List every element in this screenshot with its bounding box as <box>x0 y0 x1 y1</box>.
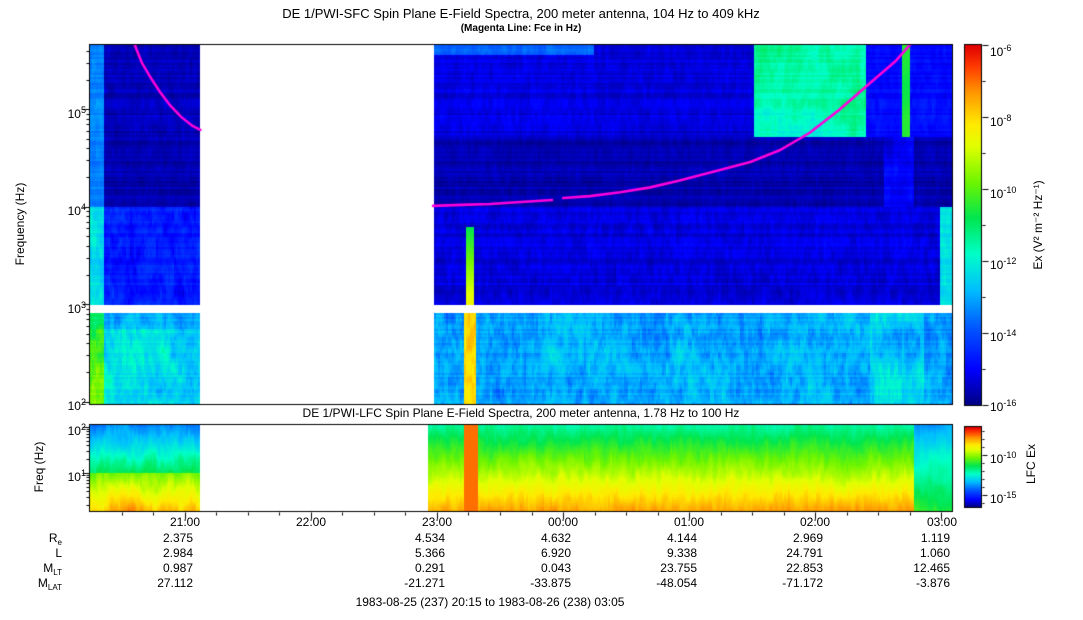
cb1-tick-1e-12: 10-12 <box>990 256 1017 272</box>
cb1-tick-1e-14: 10-14 <box>990 328 1017 344</box>
time-range-footer: 1983-08-25 (237) 20:15 to 1983-08-26 (23… <box>355 595 625 609</box>
sfc-ytick-1e4: 104 <box>67 202 86 218</box>
cb1-tick-1e-8: 10-8 <box>990 113 1012 129</box>
xtick-0300: 03:00 <box>926 515 958 529</box>
xtick-0000: 00:00 <box>547 515 579 529</box>
eph-value: 0.043 <box>540 561 571 575</box>
lfc-ytick-1e2: 102 <box>67 422 86 438</box>
eph-value: 4.534 <box>414 531 445 545</box>
cb2-axis-label: LFC Ex <box>1024 444 1038 485</box>
xtick-2100: 21:00 <box>169 515 201 529</box>
xtick-2300: 23:00 <box>421 515 453 529</box>
sfc-plot-area <box>90 45 952 404</box>
eph-value: 1.060 <box>919 546 950 560</box>
eph-value: 4.632 <box>540 531 571 545</box>
eph-value: 0.291 <box>414 561 445 575</box>
cb1-tick-1e-16: 10-16 <box>990 398 1017 414</box>
eph-row-label-l: L <box>55 546 62 560</box>
eph-value: -33.875 <box>530 576 571 590</box>
eph-value: 23.755 <box>660 561 697 575</box>
sfc-ytick-1e3: 103 <box>67 300 86 316</box>
eph-value: 0.987 <box>162 561 193 575</box>
eph-value: 4.144 <box>666 531 697 545</box>
lfc-yaxis-label: Freq (Hz) <box>32 441 46 493</box>
cb2-tick-1e-15: 10-15 <box>990 490 1017 506</box>
xtick-0100: 01:00 <box>673 515 705 529</box>
eph-value: 2.969 <box>792 531 823 545</box>
sfc-yaxis-label: Frequency (Hz) <box>13 182 27 266</box>
sfc-title: DE 1/PWI-SFC Spin Plane E-Field Spectra,… <box>282 6 760 21</box>
cb1-tick-1e-10: 10-10 <box>990 185 1017 201</box>
eph-value: -48.054 <box>656 576 697 590</box>
cb1-tick-1e-6: 10-6 <box>990 43 1012 59</box>
cb1-axis-label: Ex (V² m⁻² Hz⁻¹) <box>1031 180 1045 270</box>
lfc-ytick-1e1: 101 <box>67 468 86 484</box>
lfc-title: DE 1/PWI-LFC Spin Plane E-Field Spectra,… <box>302 406 740 420</box>
eph-value: -3.876 <box>915 576 950 590</box>
eph-value: 24.791 <box>786 546 823 560</box>
lfc-plot-area <box>90 425 952 511</box>
eph-value: 2.375 <box>162 531 193 545</box>
eph-value: -71.172 <box>782 576 823 590</box>
eph-value: 1.119 <box>920 531 950 545</box>
xtick-2200: 22:00 <box>295 515 327 529</box>
eph-row-label-mlat: MLAT <box>37 576 62 592</box>
eph-value: 9.338 <box>666 546 697 560</box>
eph-row-label-re: Re <box>48 531 62 547</box>
sfc-subtitle: (Magenta Line: Fce in Hz) <box>460 23 582 34</box>
sfc-ytick-1e2: 102 <box>67 397 86 413</box>
eph-row-label-mlt: MLT <box>43 561 62 577</box>
eph-value: 22.853 <box>786 561 823 575</box>
eph-value: 6.920 <box>540 546 571 560</box>
cb2-tick-1e-10: 10-10 <box>990 450 1017 466</box>
eph-value: 27.112 <box>157 576 193 590</box>
xtick-0200: 02:00 <box>799 515 831 529</box>
eph-value: 5.366 <box>414 546 445 560</box>
eph-value: 12.465 <box>913 561 950 575</box>
sfc-ytick-1e5: 105 <box>67 105 86 121</box>
eph-value: 2.984 <box>162 546 193 560</box>
eph-value: -21.271 <box>404 576 445 590</box>
